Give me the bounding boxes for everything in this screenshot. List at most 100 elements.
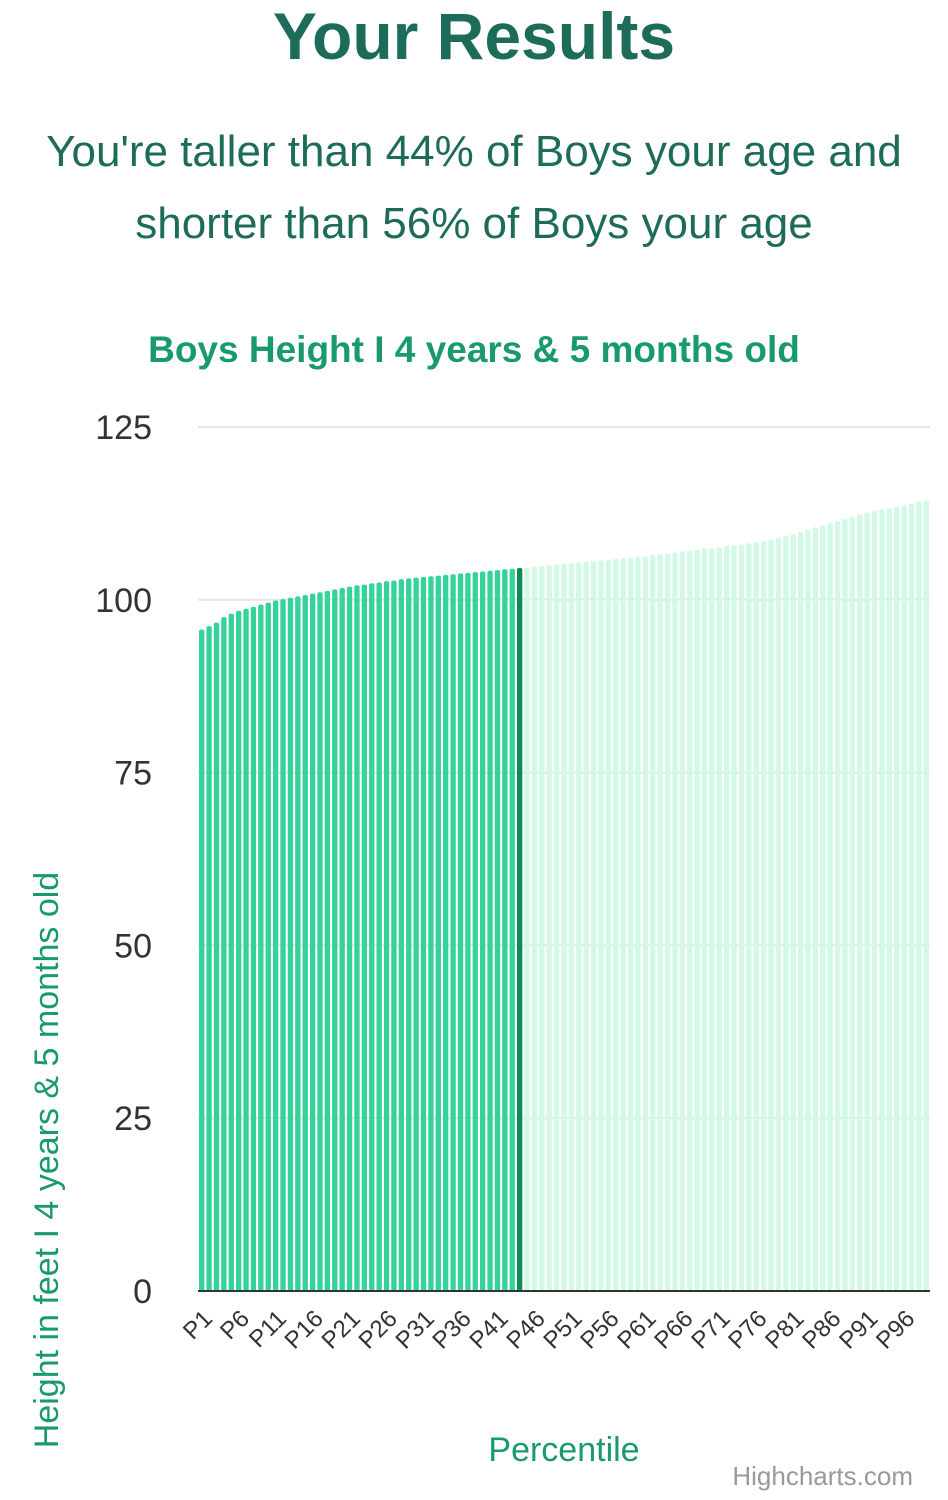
bar[interactable] (339, 588, 345, 1291)
bar[interactable] (309, 593, 316, 1291)
bar[interactable] (650, 554, 656, 1291)
bar[interactable] (324, 590, 331, 1291)
bar[interactable] (871, 510, 878, 1291)
bar[interactable] (546, 565, 552, 1291)
bar[interactable] (243, 608, 249, 1291)
bar[interactable] (398, 579, 404, 1291)
bar[interactable] (672, 552, 678, 1291)
bar[interactable] (635, 556, 641, 1291)
bar[interactable] (812, 527, 819, 1291)
bar[interactable] (494, 570, 501, 1291)
bar[interactable] (664, 553, 671, 1291)
bar[interactable] (620, 558, 626, 1291)
bar[interactable] (376, 582, 382, 1291)
bar[interactable] (265, 602, 271, 1291)
bar[interactable] (746, 543, 752, 1291)
bar[interactable] (250, 606, 257, 1291)
bar[interactable] (553, 564, 560, 1291)
bar[interactable] (258, 604, 264, 1291)
bar[interactable] (450, 574, 456, 1291)
bar[interactable] (383, 581, 390, 1291)
bar[interactable] (435, 575, 441, 1291)
bar[interactable] (295, 596, 301, 1291)
bar[interactable] (790, 534, 796, 1291)
bar[interactable] (857, 514, 863, 1291)
bar[interactable] (287, 597, 294, 1291)
bar[interactable] (420, 576, 427, 1291)
bar[interactable] (206, 626, 212, 1291)
bar[interactable] (221, 617, 227, 1291)
bar[interactable] (317, 592, 323, 1291)
bar[interactable] (724, 545, 730, 1291)
bar[interactable] (805, 529, 811, 1291)
bar[interactable] (886, 507, 892, 1291)
bar[interactable] (480, 571, 486, 1291)
bar[interactable] (642, 556, 648, 1291)
bar[interactable] (901, 505, 907, 1291)
bar[interactable] (709, 547, 715, 1291)
bar[interactable] (701, 548, 708, 1291)
bar[interactable] (716, 547, 722, 1291)
bar[interactable] (272, 600, 279, 1291)
bar[interactable] (539, 565, 545, 1291)
bar[interactable] (768, 539, 774, 1291)
bar-current-percentile[interactable] (516, 568, 523, 1291)
bar[interactable] (391, 580, 397, 1291)
bar[interactable] (502, 569, 508, 1291)
bar[interactable] (413, 577, 419, 1291)
bar[interactable] (428, 576, 434, 1291)
bar[interactable] (613, 559, 619, 1291)
bar[interactable] (213, 622, 220, 1291)
bar[interactable] (531, 566, 538, 1291)
bar[interactable] (361, 584, 368, 1291)
bar[interactable] (457, 573, 464, 1291)
bar[interactable] (842, 518, 848, 1291)
bar[interactable] (590, 561, 597, 1291)
bar[interactable] (576, 562, 582, 1291)
bar[interactable] (827, 523, 833, 1291)
bar[interactable] (657, 554, 663, 1291)
bar[interactable] (627, 557, 634, 1291)
bar[interactable] (820, 525, 826, 1291)
bar[interactable] (280, 599, 286, 1291)
bar[interactable] (236, 610, 242, 1291)
bar[interactable] (332, 589, 338, 1291)
bar[interactable] (908, 503, 915, 1291)
bar[interactable] (916, 501, 922, 1291)
bar[interactable] (834, 521, 841, 1291)
bar[interactable] (199, 629, 205, 1291)
bar[interactable] (346, 586, 353, 1291)
bar[interactable] (783, 536, 789, 1291)
bar[interactable] (679, 551, 685, 1291)
bar[interactable] (797, 532, 804, 1291)
bar[interactable] (879, 509, 885, 1291)
bar[interactable] (472, 572, 478, 1291)
bar[interactable] (561, 563, 567, 1291)
bar[interactable] (738, 544, 745, 1291)
bar[interactable] (894, 506, 900, 1291)
bar[interactable] (583, 561, 589, 1291)
credits-link[interactable]: Highcharts.com (732, 1461, 913, 1491)
bar[interactable] (687, 550, 693, 1291)
bar[interactable] (406, 578, 412, 1291)
bar[interactable] (864, 512, 870, 1291)
bar[interactable] (509, 568, 515, 1291)
bar[interactable] (775, 538, 782, 1291)
bar[interactable] (694, 550, 700, 1291)
bar[interactable] (731, 545, 737, 1291)
bar[interactable] (568, 563, 575, 1291)
bar[interactable] (302, 594, 308, 1291)
bar[interactable] (605, 559, 612, 1291)
bar[interactable] (923, 500, 929, 1291)
bar[interactable] (369, 583, 375, 1291)
bar[interactable] (487, 570, 493, 1291)
bar[interactable] (228, 613, 234, 1291)
bar[interactable] (354, 585, 360, 1291)
bar[interactable] (465, 572, 471, 1291)
bar[interactable] (753, 542, 759, 1291)
bar[interactable] (524, 567, 530, 1291)
bar[interactable] (598, 560, 604, 1291)
bar[interactable] (443, 574, 449, 1291)
bar[interactable] (849, 516, 856, 1291)
bar[interactable] (760, 541, 767, 1291)
